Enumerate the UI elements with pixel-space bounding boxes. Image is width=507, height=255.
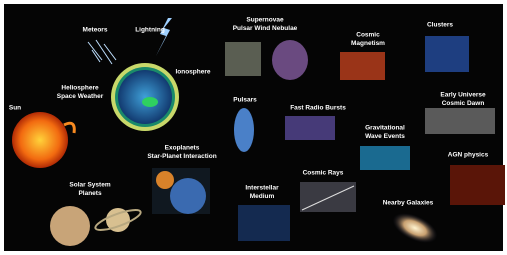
label: Exoplanets xyxy=(165,145,200,152)
ionosphere-image xyxy=(111,63,179,131)
label: Cosmic Dawn xyxy=(442,100,485,107)
cosmic-magnetism-image xyxy=(340,52,385,80)
label: Planets xyxy=(78,190,102,197)
label: Pulsar Wind Nebulae xyxy=(233,25,298,32)
pulsar-wind-nebula-image xyxy=(272,40,308,80)
label: Space Weather xyxy=(57,93,104,100)
label: Nearby Galaxies xyxy=(383,200,434,207)
label: Magnetism xyxy=(351,40,385,47)
label: Cosmic xyxy=(356,32,380,39)
label: AGN physics xyxy=(448,152,489,159)
label: Sun xyxy=(9,105,21,112)
label: Fast Radio Bursts xyxy=(290,105,346,112)
label: Gravitational xyxy=(365,125,405,132)
label: Ionosphere xyxy=(175,69,210,76)
label: Star-Planet Interaction xyxy=(147,153,216,160)
label: Lightning xyxy=(135,27,165,34)
label: Supernovae xyxy=(246,17,284,24)
infographic: Meteors Lightning SupernovaePulsar Wind Ne… xyxy=(0,0,507,255)
label: Cosmic Rays xyxy=(303,170,344,177)
label: Medium xyxy=(250,193,275,200)
clusters-image xyxy=(425,36,469,72)
label: Clusters xyxy=(427,22,453,29)
gravitational-waves-image xyxy=(360,146,410,170)
label: Wave Events xyxy=(365,133,405,140)
pulsars-image xyxy=(234,108,254,152)
agn-image xyxy=(450,165,505,205)
label: Interstellar xyxy=(245,185,279,192)
interstellar-medium-image xyxy=(238,205,290,241)
label: Solar System xyxy=(69,182,110,189)
label: Heliosphere xyxy=(61,85,99,92)
cosmic-rays-image xyxy=(300,182,356,212)
label: Pulsars xyxy=(233,97,257,104)
supernova-image xyxy=(225,42,261,76)
exoplanets-image xyxy=(152,168,210,214)
label: Meteors xyxy=(83,27,108,34)
early-universe-image xyxy=(425,108,495,134)
label: Early Universe xyxy=(440,92,486,99)
fast-radio-bursts-image xyxy=(285,116,335,140)
